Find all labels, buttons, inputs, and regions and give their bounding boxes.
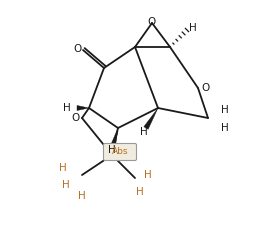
- Text: H: H: [221, 123, 229, 133]
- Text: H: H: [59, 163, 67, 173]
- Text: H: H: [63, 103, 71, 113]
- Text: H: H: [78, 191, 86, 201]
- Text: O: O: [73, 44, 81, 54]
- Text: O: O: [148, 17, 156, 27]
- Text: H: H: [189, 23, 197, 33]
- Text: H: H: [136, 187, 144, 197]
- Polygon shape: [77, 106, 89, 110]
- Text: O: O: [71, 113, 79, 123]
- Polygon shape: [111, 128, 118, 147]
- Text: H: H: [221, 105, 229, 115]
- Text: H: H: [108, 145, 116, 155]
- Text: Abs: Abs: [112, 147, 128, 157]
- Text: H: H: [144, 170, 152, 180]
- Text: H: H: [62, 180, 70, 190]
- FancyBboxPatch shape: [103, 143, 136, 161]
- Text: O: O: [201, 83, 209, 93]
- Text: H: H: [140, 127, 148, 137]
- Polygon shape: [144, 108, 158, 129]
